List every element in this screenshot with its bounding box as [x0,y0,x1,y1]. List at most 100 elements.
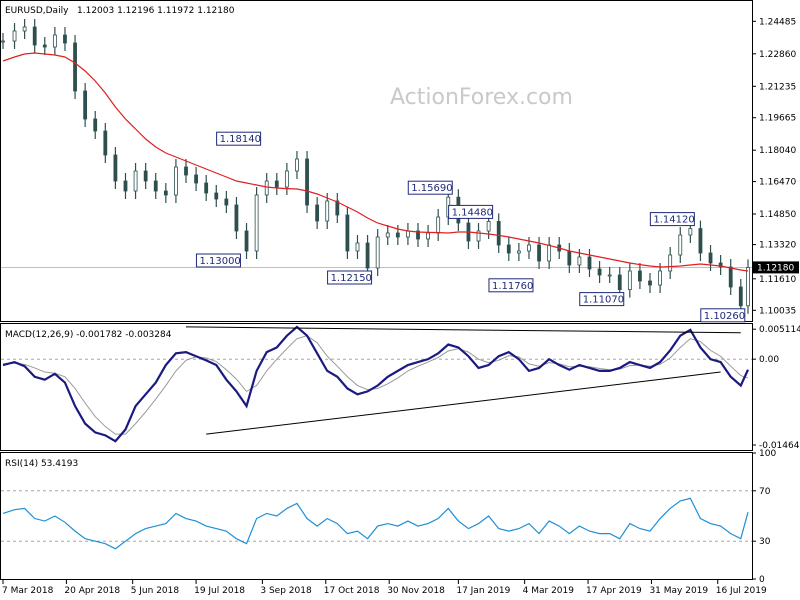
candle-body [738,286,743,307]
price-label-text: 1.11760 [492,281,533,292]
candle-body [315,204,320,222]
candle-body [395,232,400,238]
price-label: 1.11070 [579,292,625,307]
candle-body [204,182,209,194]
candle-body [658,270,662,286]
candle-body [123,180,128,192]
price-label-box [649,212,695,227]
price-label-box [407,180,453,195]
y-tick-label: 1.11610 [759,275,796,285]
x-tick-label: 4 Mar 2019 [523,586,575,596]
candle-body [385,232,390,238]
candle-body [214,192,219,200]
price-label: 1.12150 [327,270,373,285]
price-ohlc: 1.12003 1.12196 1.11972 1.12180 [77,6,235,16]
y-tick-label: 1.22860 [759,50,796,60]
rsi-y-tick-label: 0 [759,575,765,585]
candle-body [476,230,481,242]
candle-body [163,190,168,196]
rsi-line [2,497,749,550]
y-tick-label: 1.18040 [759,146,796,156]
candle-body [93,118,98,132]
candle-body [668,254,673,272]
candle-body [103,130,108,156]
x-tick-label: 17 Jan 2019 [456,586,510,596]
candle-body [194,174,198,184]
price-label-box [488,278,534,293]
y-tick-label: 1.16470 [759,178,796,188]
macd-trendline [206,371,721,435]
macd-y-tick-label: -0.014647 [759,441,800,451]
candle-body [305,158,309,206]
price-label-box [216,131,262,146]
candle-body [184,166,188,176]
candle-body [577,256,582,266]
price-label: 1.13000 [195,253,241,268]
x-tick-label: 30 Nov 2018 [387,586,445,596]
candle-body [63,34,67,44]
last-price-badge-bg [753,261,799,274]
x-tick-label: 16 Jul 2019 [716,586,767,596]
candle-body [638,270,642,282]
candle-body [708,252,713,264]
price-label: 1.14480 [448,204,494,219]
y-tick-label: 1.14850 [759,210,796,220]
candle-body [234,204,239,232]
rsi-title: RSI(14) 53.4193 [5,459,78,469]
candle-body [143,170,148,182]
price-label: 1.15690 [407,180,453,195]
y-tick-label: 1.24485 [759,17,796,27]
candle-body [224,198,229,206]
last-price-text: 1.12180 [757,263,794,273]
candle-body [174,166,178,196]
x-tick-label: 5 Jun 2018 [131,586,180,596]
x-tick-label: 3 Sep 2018 [260,586,312,596]
candle-body [284,170,289,188]
candle-body [728,266,733,288]
candle-body [264,180,269,196]
price-label-text: 1.15690 [411,183,452,194]
price-label: 1.14120 [649,212,695,227]
candle-body [627,270,632,291]
y-tick-label: 1.13320 [759,241,796,251]
macd-title: MACD(12,26,9) -0.001782 -0.003284 [5,330,172,340]
price-label-box [195,253,241,268]
candle-body [416,230,420,240]
candle-body [375,236,380,269]
price-label-text: 1.11070 [583,295,624,306]
candle-body [718,262,723,268]
candle-body [516,250,521,254]
y-tick-label: 1.10035 [759,306,796,316]
candle-body [113,154,118,182]
candle-body [746,266,750,307]
price-label-text: 1.18140 [220,134,261,145]
candle-body [527,244,531,252]
candle-body [607,274,612,277]
candle-body [365,242,370,269]
macd-line [2,325,750,443]
candle-body [617,274,622,291]
price-label-text: 1.10260 [704,311,745,322]
macd-y-tick-label: 0.005114 [759,325,800,335]
x-tick-label: 20 Apr 2018 [64,586,120,596]
last-price-badge: 1.12180 [753,261,799,274]
candle-body [426,232,430,240]
candle-body [537,244,541,262]
candle-body [52,34,57,48]
candle-body [648,280,652,286]
candle-body [32,26,37,46]
candle-body [486,220,491,232]
x-tick-label: 19 Jul 2018 [194,586,245,596]
price-title: EURUSD,Daily [5,6,69,16]
macd-trendline [186,326,741,334]
candle-body [355,242,360,252]
candle-body [688,228,693,236]
candle-body [12,30,17,42]
candle-body [506,244,511,254]
candle-body [567,250,572,266]
y-tick-label: 1.21235 [759,82,796,92]
price-label: 1.11760 [488,278,534,293]
x-tick-label: 17 Oct 2018 [324,586,380,596]
price-label: 1.10260 [700,308,746,323]
